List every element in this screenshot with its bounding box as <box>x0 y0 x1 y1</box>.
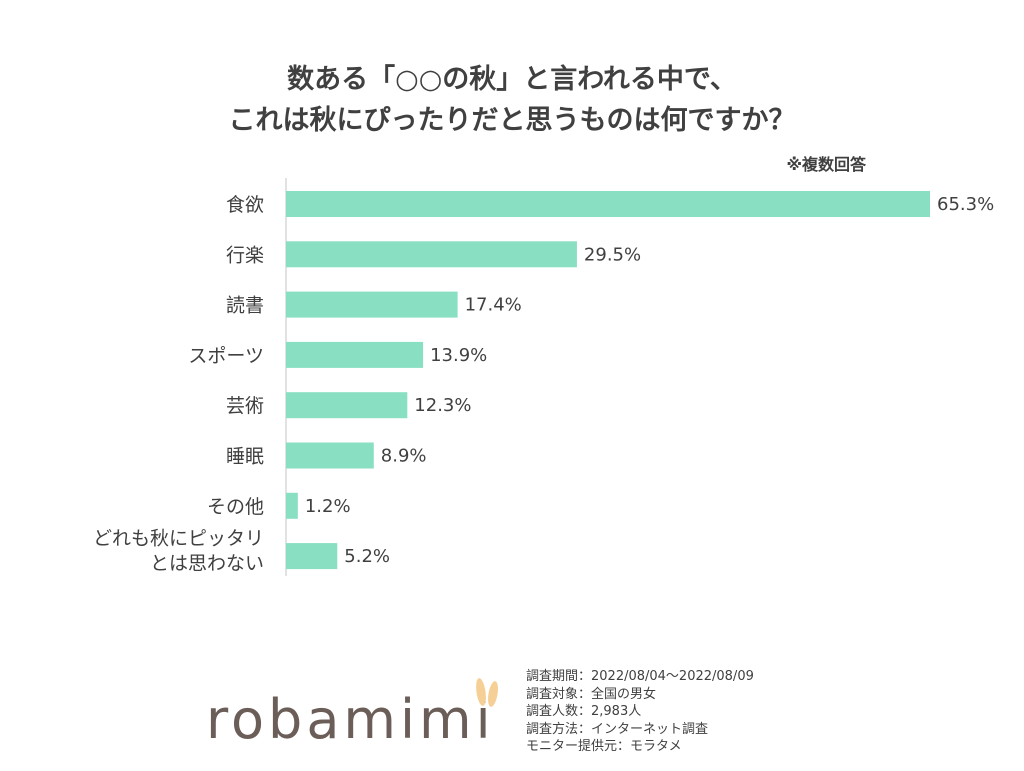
survey-method: 調査方法：インターネット調査 <box>526 721 709 737</box>
value-label-4: 12.3% <box>414 395 471 416</box>
category-label-3: スポーツ <box>188 345 264 367</box>
bar-0 <box>286 191 930 217</box>
survey-period: 調査期間：2022/08/04～2022/08/09 <box>526 669 754 684</box>
value-label-7: 5.2% <box>344 546 390 567</box>
bar-chart: 65.3% 食欲 29.5% 行楽 17.4% 読書 13.9% スポーツ 12.3% 芸術 8.9… <box>93 178 994 576</box>
bar-2 <box>286 291 458 318</box>
category-label-5: 睡眠 <box>226 446 264 468</box>
value-label-0: 65.3% <box>937 194 994 215</box>
survey-target: 調査対象：全国の男女 <box>526 686 657 702</box>
bar-7 <box>286 543 338 570</box>
value-label-3: 13.9% <box>430 345 487 366</box>
survey-info: 調査期間：2022/08/04～2022/08/09 調査対象：全国の男女 調査… <box>526 668 754 756</box>
survey-provider: モニター提供元：モラタメ <box>526 739 682 754</box>
survey-count: 調査人数：2,983人 <box>526 704 642 719</box>
value-label-2: 17.4% <box>465 295 522 316</box>
value-label-6: 1.2% <box>305 496 351 517</box>
bar-6 <box>286 492 298 519</box>
category-label-0: 食欲 <box>226 194 264 216</box>
rabbit-ears-icon <box>476 678 498 707</box>
bar-1 <box>286 241 577 268</box>
value-label-5: 8.9% <box>381 446 427 467</box>
robamimi-logo: robamimi <box>206 688 495 751</box>
category-label-7: どれも秋にピッタリとは思わない <box>93 528 264 575</box>
category-label-4: 芸術 <box>226 395 264 417</box>
value-label-1: 29.5% <box>584 244 641 265</box>
bar-3 <box>286 341 424 368</box>
multiple-answer-note: ※複数回答 <box>786 155 866 174</box>
category-label-6: その他 <box>207 496 264 518</box>
chart-title-line-2: これは秋にぴったりだと思うものは何ですか？ <box>228 105 796 136</box>
bar-5 <box>286 442 374 469</box>
bar-4 <box>286 392 408 419</box>
category-label-2: 読書 <box>226 295 264 317</box>
category-label-1: 行楽 <box>226 244 264 266</box>
chart-title-line-1: 数ある「○○の秋」と言われる中で、 <box>287 64 737 95</box>
